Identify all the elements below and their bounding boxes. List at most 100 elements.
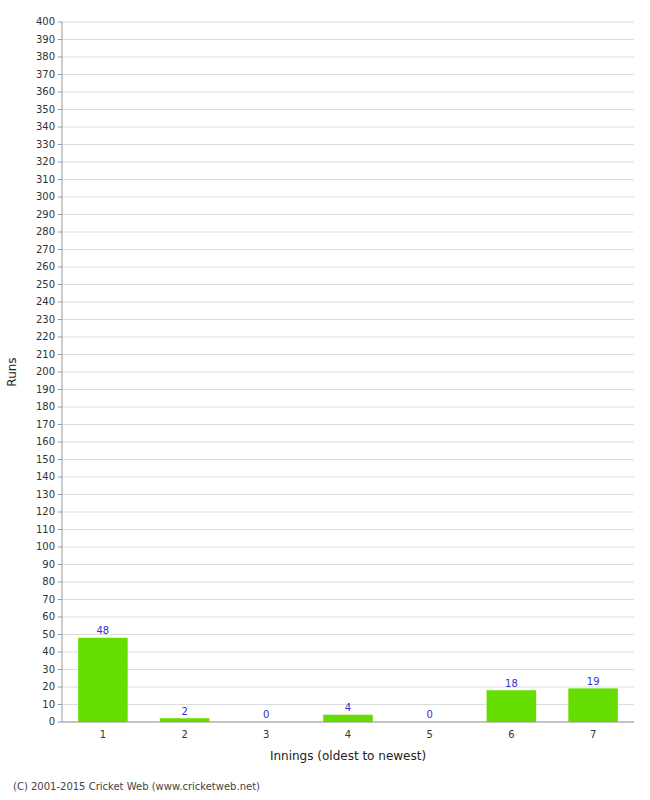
y-tick-label: 320 (36, 156, 55, 167)
grid-line (62, 267, 634, 268)
y-tick (58, 547, 62, 548)
y-tick (58, 407, 62, 408)
bar (78, 638, 127, 722)
y-tick-label: 40 (42, 646, 55, 657)
grid-line (62, 634, 634, 635)
y-tick-label: 90 (42, 559, 55, 570)
y-tick (58, 284, 62, 285)
y-tick (58, 459, 62, 460)
y-axis-label: Runs (5, 357, 19, 386)
grid-line (62, 582, 634, 583)
y-tick-label: 230 (36, 314, 55, 325)
y-tick (58, 564, 62, 565)
y-tick (58, 669, 62, 670)
y-tick-label: 150 (36, 454, 55, 465)
y-tick-label: 10 (42, 699, 55, 710)
y-tick-label: 390 (36, 34, 55, 45)
grid-line (62, 74, 634, 75)
grid-line (62, 337, 634, 338)
grid-line (62, 442, 634, 443)
y-tick (58, 144, 62, 145)
grid-line (62, 722, 634, 723)
y-tick-label: 220 (36, 331, 55, 342)
y-tick (58, 57, 62, 58)
grid-line (62, 564, 634, 565)
grid-line (62, 372, 634, 373)
y-tick (58, 477, 62, 478)
y-tick (58, 109, 62, 110)
grid-line (62, 39, 634, 40)
y-tick-label: 20 (42, 681, 55, 692)
y-tick-label: 350 (36, 104, 55, 115)
y-tick-label: 170 (36, 419, 55, 430)
y-tick-label: 120 (36, 506, 55, 517)
y-tick (58, 302, 62, 303)
grid-line (62, 529, 634, 530)
grid-line (62, 232, 634, 233)
data-label: 18 (505, 678, 518, 689)
grid-line (62, 302, 634, 303)
y-tick (58, 442, 62, 443)
data-label: 4 (345, 702, 351, 713)
data-label: 0 (427, 709, 433, 720)
grid-line (62, 109, 634, 110)
data-label: 2 (181, 706, 187, 717)
y-tick (58, 582, 62, 583)
x-axis: 1234567 (62, 722, 634, 740)
y-tick (58, 249, 62, 250)
y-tick (58, 372, 62, 373)
x-tick-label: 2 (181, 729, 187, 740)
y-tick (58, 704, 62, 705)
y-tick (58, 232, 62, 233)
data-label: 19 (587, 676, 600, 687)
y-tick (58, 319, 62, 320)
y-tick (58, 74, 62, 75)
y-tick (58, 722, 62, 723)
y-tick (58, 354, 62, 355)
y-tick (58, 617, 62, 618)
y-tick (58, 512, 62, 513)
x-tick-label: 3 (263, 729, 269, 740)
y-tick-label: 210 (36, 349, 55, 360)
y-tick-label: 160 (36, 436, 55, 447)
y-tick (58, 197, 62, 198)
y-tick-label: 100 (36, 541, 55, 552)
bar (487, 691, 536, 723)
y-tick (58, 214, 62, 215)
y-tick (58, 529, 62, 530)
data-label: 48 (96, 625, 109, 636)
y-tick (58, 39, 62, 40)
grid-line (62, 249, 634, 250)
grid-line (62, 127, 634, 128)
grid-line (62, 547, 634, 548)
y-tick-label: 380 (36, 51, 55, 62)
y-tick-label: 290 (36, 209, 55, 220)
grid-line (62, 424, 634, 425)
footer-text: (C) 2001-2015 Cricket Web (www.cricketwe… (13, 781, 260, 792)
y-tick (58, 599, 62, 600)
y-tick (58, 424, 62, 425)
grid-line (62, 319, 634, 320)
y-tick (58, 652, 62, 653)
y-tick-label: 190 (36, 384, 55, 395)
y-tick-label: 80 (42, 576, 55, 587)
y-tick-label: 270 (36, 244, 55, 255)
x-tick-label: 5 (427, 729, 433, 740)
y-tick-label: 300 (36, 191, 55, 202)
y-tick (58, 267, 62, 268)
y-tick (58, 127, 62, 128)
y-tick-label: 0 (49, 716, 55, 727)
grid-line (62, 214, 634, 215)
data-labels: 4820401819 (96, 625, 599, 720)
grid-line (62, 407, 634, 408)
grid-line (62, 284, 634, 285)
grid-line (62, 494, 634, 495)
x-tick-label: 6 (508, 729, 514, 740)
grid-line (62, 512, 634, 513)
grid-line (62, 477, 634, 478)
grid-line (62, 599, 634, 600)
bar (160, 719, 209, 723)
chart-container: 0102030405060708090100110120130140150160… (0, 0, 650, 800)
y-axis: 0102030405060708090100110120130140150160… (36, 16, 62, 727)
y-tick-label: 180 (36, 401, 55, 412)
